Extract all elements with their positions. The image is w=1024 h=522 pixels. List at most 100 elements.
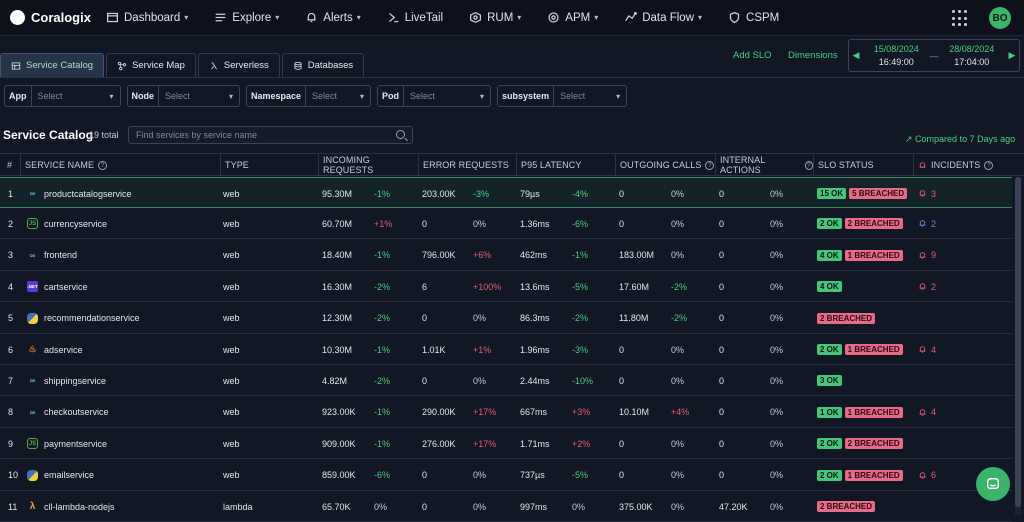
info-icon[interactable]: ? xyxy=(804,160,813,170)
table-row[interactable]: 4 .NET cartservice web 16.30M -2% 6 +100% 13.6ms… xyxy=(0,271,1012,303)
nav-alerts[interactable]: Alerts ▾ xyxy=(305,11,361,24)
incidents-cell[interactable]: 2 xyxy=(918,271,936,302)
slo-badge[interactable]: 2 BREACHED xyxy=(817,312,876,324)
incidents-cell[interactable]: 2 xyxy=(918,208,936,239)
table-row[interactable]: 1 ∞ productcatalogservice web 95.30M -1% 203.0… xyxy=(0,177,1012,208)
slo-badge[interactable]: 1 BREACHED xyxy=(844,249,903,261)
slo-badge[interactable]: 3 OK xyxy=(817,375,842,387)
service-name-cell[interactable]: λ cll-lambda-nodejs xyxy=(27,491,115,522)
dimensions-button[interactable]: Dimensions xyxy=(788,50,838,61)
slo-badge[interactable]: 2 OK xyxy=(817,469,842,481)
nav-explore[interactable]: Explore ▾ xyxy=(214,11,279,24)
table-row[interactable]: 8 ∞ checkoutservice web 923.00K -1% 290.00K +17… xyxy=(0,397,1012,428)
slo-badge[interactable]: 4 OK xyxy=(817,281,842,293)
prev-range-icon[interactable]: ◀ xyxy=(852,50,860,60)
nav-rum[interactable]: RUM ▾ xyxy=(469,11,521,24)
apps-grid-icon[interactable] xyxy=(952,10,970,28)
incidents-cell[interactable]: 9 xyxy=(918,240,936,271)
slo-badge[interactable]: 1 OK xyxy=(817,406,842,418)
add-slo-button[interactable]: Add SLO xyxy=(733,50,772,61)
slo-badge[interactable]: 2 OK xyxy=(817,438,842,450)
outgoing-calls: 0 xyxy=(619,344,625,355)
nav-livetail[interactable]: LiveTail xyxy=(387,11,443,24)
slo-badge[interactable]: 2 OK xyxy=(817,344,842,355)
column-header[interactable]: P95 LATENCY xyxy=(516,154,615,176)
info-icon[interactable]: ? xyxy=(705,160,715,170)
internal-delta: 0% xyxy=(770,281,784,292)
table-row[interactable]: 6 ♨ adservice web 10.30M -1% 1.01K +1% 1.96ms -3%… xyxy=(0,334,1012,365)
slo-badge[interactable]: 4 OK xyxy=(817,249,842,261)
slo-badge[interactable]: 5 BREACHED xyxy=(849,188,908,199)
filter-select[interactable]: Select ▾ xyxy=(32,86,120,106)
tab-serverless[interactable]: Serverless xyxy=(197,53,280,77)
service-name-cell[interactable]: JS currencyservice xyxy=(27,208,107,239)
scrollbar-thumb[interactable] xyxy=(1015,177,1021,507)
slo-badge[interactable]: 2 BREACHED xyxy=(844,218,903,230)
next-range-icon[interactable]: ▶ xyxy=(1008,50,1016,60)
column-header[interactable]: SERVICE NAME? xyxy=(20,154,220,176)
nav-apm[interactable]: APM ▾ xyxy=(547,11,598,24)
slo-badge[interactable]: 2 BREACHED xyxy=(817,501,876,512)
service-name-cell[interactable]: .NET cartservice xyxy=(27,271,88,302)
service-name-cell[interactable]: JS paymentservice xyxy=(27,428,107,459)
table-row[interactable]: 3 ∞ frontend web 18.40M -1% 796.00K +6% 462ms -1%… xyxy=(0,240,1012,271)
incidents-cell[interactable]: 3 xyxy=(918,178,936,209)
info-icon[interactable]: ? xyxy=(98,160,108,170)
table-scrollbar[interactable] xyxy=(1015,177,1021,515)
table-row[interactable]: 7 ∞ shippingservice web 4.82M -2% 0 0% 2.44ms -10… xyxy=(0,365,1012,397)
service-name-cell[interactable]: ∞ shippingservice xyxy=(27,365,106,396)
service-name-cell[interactable]: emailservice xyxy=(27,460,94,491)
column-header[interactable]: TYPE xyxy=(220,154,318,176)
chat-button[interactable] xyxy=(976,467,1010,501)
go-icon: ∞ xyxy=(29,376,36,386)
column-header[interactable]: INCOMING REQUESTS xyxy=(318,154,418,176)
incidents-cell[interactable]: 6 xyxy=(918,460,936,491)
nav-cspm[interactable]: CSPM xyxy=(728,11,779,24)
error-delta: 0% xyxy=(473,470,487,481)
user-avatar[interactable]: BO xyxy=(989,7,1011,29)
slo-badge[interactable]: 1 BREACHED xyxy=(844,406,903,418)
column-header[interactable]: # xyxy=(0,154,20,176)
compare-period-link[interactable]: ↗ Compared to 7 Days ago xyxy=(905,134,1016,144)
date-range-picker[interactable]: ◀ 15/08/2024 16:49:00 — 28/08/2024 17:04… xyxy=(848,39,1020,72)
filter-select[interactable]: Select ▾ xyxy=(306,86,370,106)
nav-dashboard[interactable]: Dashboard ▾ xyxy=(106,11,188,24)
service-name-cell[interactable]: recommendationservice xyxy=(27,303,140,334)
table-row[interactable]: 2 JS currencyservice web 60.70M +1% 0 0% 1.36ms -… xyxy=(0,208,1012,240)
slo-badge[interactable]: 1 BREACHED xyxy=(844,344,903,355)
latency-delta: -2% xyxy=(572,313,589,324)
slo-badge[interactable]: 1 BREACHED xyxy=(844,469,903,481)
incidents-cell[interactable]: 4 xyxy=(918,397,936,428)
slo-badge[interactable]: 2 BREACHED xyxy=(844,438,903,450)
tab-service-map[interactable]: Service Map xyxy=(106,53,196,77)
tab-service-catalog[interactable]: Service Catalog xyxy=(0,53,105,77)
column-header[interactable]: INCIDENTS? xyxy=(913,154,1012,176)
table-row[interactable]: 9 JS paymentservice web 909.00K -1% 276.00K +17… xyxy=(0,428,1012,460)
slo-badge[interactable]: 15 OK xyxy=(817,188,847,199)
service-name-cell[interactable]: ∞ checkoutservice xyxy=(27,397,109,428)
service-search-input[interactable] xyxy=(128,126,413,144)
table-row[interactable]: 5 recommendationservice web 12.30M -2% 0 0% 86.… xyxy=(0,303,1012,334)
slo-badge[interactable]: 2 OK xyxy=(817,218,842,230)
brand-logo[interactable]: Coralogix xyxy=(10,10,100,25)
table-row[interactable]: 11 λ cll-lambda-nodejs lambda 65.70K 0% 0 0% 997… xyxy=(0,491,1012,522)
nav-data-flow[interactable]: Data Flow ▾ xyxy=(624,11,702,24)
column-header[interactable]: OUTGOING CALLS? xyxy=(615,154,715,176)
go-icon: ∞ xyxy=(29,407,36,417)
filter-select[interactable]: Select ▾ xyxy=(554,86,626,106)
tab-databases[interactable]: Databases xyxy=(281,53,365,77)
table-row[interactable]: 10 emailservice web 859.00K -6% 0 0% 737µs -5% 0 0… xyxy=(0,460,1012,491)
incidents-cell[interactable]: 4 xyxy=(918,334,936,365)
filter-app: App Select ▾ xyxy=(4,85,121,107)
info-icon[interactable]: ? xyxy=(984,160,994,170)
aws-lambda-icon: λ xyxy=(29,501,36,512)
slo-status-cell: 2 OK 1 BREACHED xyxy=(817,334,906,365)
filter-select[interactable]: Select ▾ xyxy=(159,86,239,106)
filter-select[interactable]: Select ▾ xyxy=(404,86,490,106)
service-name-cell[interactable]: ♨ adservice xyxy=(27,334,82,365)
service-name-cell[interactable]: ∞ frontend xyxy=(27,240,77,271)
column-header[interactable]: ERROR REQUESTS xyxy=(418,154,516,176)
column-header[interactable]: INTERNAL ACTIONS? xyxy=(715,154,813,176)
column-header[interactable]: SLO STATUS xyxy=(813,154,913,176)
service-name-cell[interactable]: ∞ productcatalogservice xyxy=(27,178,132,209)
